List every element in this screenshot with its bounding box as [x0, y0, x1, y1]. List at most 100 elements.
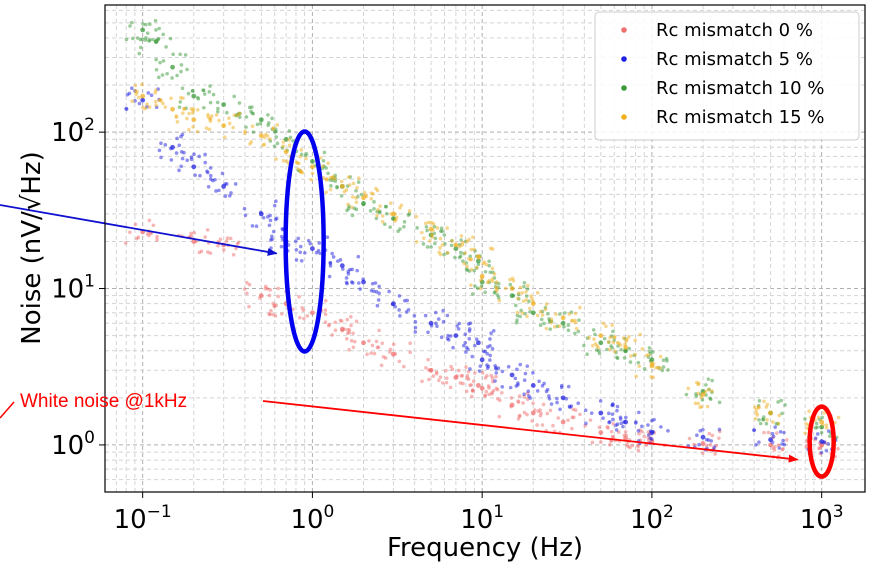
data-point-scatter	[608, 335, 612, 340]
data-point-scatter	[578, 412, 582, 417]
data-point-scatter	[574, 326, 579, 331]
data-point-scatter	[128, 230, 132, 235]
data-point-scatter	[665, 359, 669, 363]
data-point-scatter	[266, 113, 270, 117]
data-point	[361, 279, 366, 285]
data-point-scatter	[487, 259, 491, 264]
data-point-scatter	[328, 261, 333, 266]
data-point-scatter	[245, 280, 249, 285]
data-point-scatter	[497, 414, 502, 419]
data-point-scatter	[522, 392, 526, 397]
data-point-scatter	[281, 158, 286, 163]
data-point-scatter	[350, 205, 354, 210]
data-point-scatter	[815, 432, 820, 436]
data-point-scatter	[399, 203, 404, 208]
data-point-scatter	[437, 378, 441, 383]
data-point-scatter	[515, 310, 520, 315]
data-point-scatter	[438, 236, 443, 241]
data-point-scatter	[397, 308, 401, 312]
data-point-scatter	[531, 371, 535, 375]
data-point-scatter	[216, 106, 220, 111]
data-point-scatter	[607, 420, 612, 424]
data-point-scatter	[583, 408, 588, 413]
data-point-scatter	[423, 313, 428, 318]
data-point-scatter	[163, 143, 168, 147]
data-point-scatter	[642, 367, 647, 371]
data-point-scatter	[496, 295, 501, 300]
data-point-scatter	[187, 111, 191, 116]
data-point-scatter	[309, 177, 314, 182]
data-point-scatter	[764, 421, 769, 426]
data-point-scatter	[179, 95, 183, 100]
data-point-scatter	[578, 305, 582, 310]
data-point-scatter	[466, 322, 471, 326]
data-point-scatter	[185, 116, 189, 121]
data-point-scatter	[576, 329, 581, 334]
data-point-scatter	[205, 228, 210, 232]
y-tick-label: 100	[51, 428, 95, 461]
data-point-scatter	[217, 188, 221, 193]
data-point-scatter	[412, 314, 417, 318]
data-point-scatter	[274, 216, 279, 221]
data-point-scatter	[237, 101, 242, 105]
data-point-scatter	[350, 195, 355, 199]
data-point-scatter	[293, 239, 298, 244]
data-point-scatter	[485, 363, 489, 367]
data-point-scatter	[819, 430, 824, 435]
data-point-scatter	[380, 341, 385, 346]
data-point-scatter	[625, 443, 629, 447]
data-point-scatter	[421, 242, 426, 246]
data-point-scatter	[207, 90, 212, 94]
data-point-scatter	[254, 224, 259, 229]
data-point-scatter	[771, 434, 776, 439]
data-point-scatter	[473, 343, 477, 348]
data-point-scatter	[374, 289, 379, 294]
data-point-scatter	[598, 440, 603, 444]
data-point-scatter	[428, 239, 432, 243]
blue-arrow	[0, 204, 278, 256]
data-point-scatter	[362, 190, 367, 195]
data-point-scatter	[179, 134, 183, 139]
data-point-scatter	[647, 346, 652, 350]
data-point-scatter	[356, 281, 361, 285]
data-point-scatter	[222, 135, 227, 140]
data-point-scatter	[483, 376, 488, 380]
data-point-scatter	[523, 371, 528, 376]
data-point-scatter	[758, 421, 763, 426]
data-point-scatter	[646, 433, 651, 437]
data-point-scatter	[344, 188, 349, 192]
data-point-scatter	[347, 330, 352, 335]
data-point-scatter	[771, 420, 775, 424]
data-point-scatter	[402, 364, 406, 369]
data-point-scatter	[535, 290, 540, 295]
data-point-scatter	[470, 394, 474, 399]
data-point-scatter	[529, 294, 533, 298]
legend-label: Rc mismatch 5 %	[656, 49, 813, 70]
data-point	[598, 410, 604, 416]
data-point-scatter	[346, 206, 351, 211]
series-2	[124, 18, 839, 440]
data-point-scatter	[422, 236, 426, 241]
data-point-scatter	[472, 247, 476, 252]
data-point	[221, 102, 227, 107]
data-point-scatter	[299, 258, 304, 263]
data-point-scatter	[471, 379, 476, 383]
data-point-scatter	[168, 146, 173, 151]
data-point-scatter	[175, 136, 179, 141]
data-point-scatter	[296, 167, 301, 171]
data-point-scatter	[464, 365, 468, 369]
data-point-scatter	[773, 425, 777, 429]
data-point-scatter	[525, 314, 529, 319]
data-point-scatter	[203, 235, 208, 239]
data-point-scatter	[483, 270, 488, 274]
data-point-scatter	[776, 421, 781, 426]
data-point-scatter	[384, 211, 389, 216]
data-point-scatter	[363, 193, 368, 198]
data-point-scatter	[380, 214, 385, 218]
data-point-scatter	[637, 364, 642, 368]
data-point-scatter	[370, 281, 375, 286]
data-point-scatter	[413, 325, 418, 330]
y-tick-label: 102	[51, 115, 95, 148]
data-point-scatter	[614, 428, 619, 432]
data-point-scatter	[558, 407, 562, 412]
